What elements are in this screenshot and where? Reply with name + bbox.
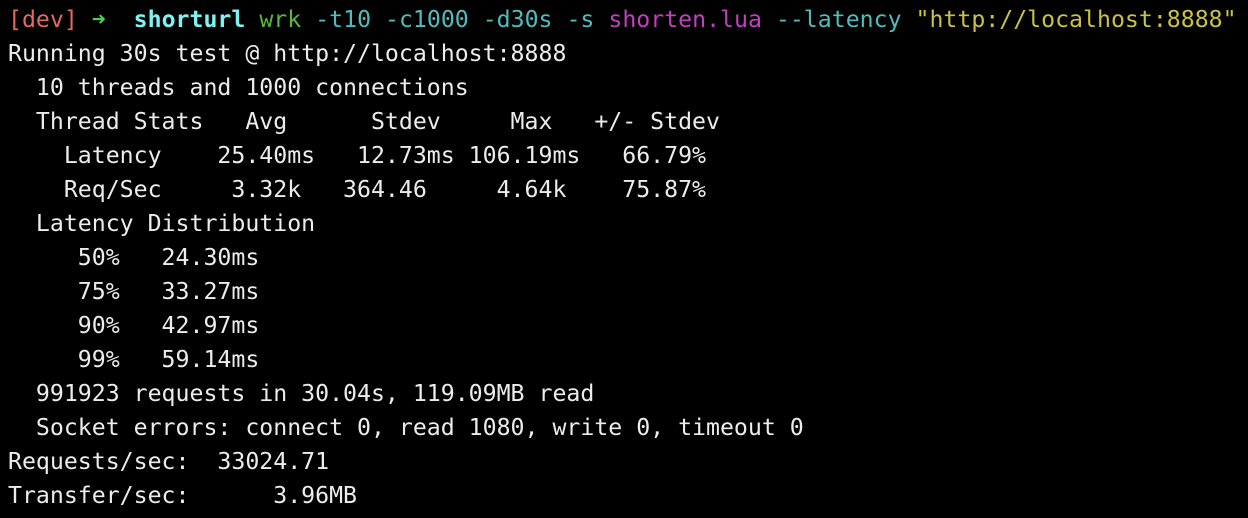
output-line: 90% 42.97ms (8, 312, 260, 339)
command: wrk (259, 6, 302, 33)
output-line: Thread Stats Avg Stdev Max +/- Stdev (8, 108, 720, 135)
output-line: 75% 33.27ms (8, 278, 260, 305)
prompt-arrow-icon: ➜ (91, 6, 106, 33)
env-indicator: [dev] (8, 6, 78, 33)
output-line: Latency Distribution (8, 210, 316, 237)
output-line: 50% 24.30ms (8, 244, 260, 271)
prompt-line: [dev] ➜ shorturl wrk -t10 -c1000 -d30s -… (8, 3, 1237, 37)
output-line: 991923 requests in 30.04s, 119.09MB read (8, 380, 595, 407)
current-directory: shorturl (133, 6, 246, 33)
output-line: Socket errors: connect 0, read 1080, wri… (8, 414, 804, 441)
output-line: 10 threads and 1000 connections (8, 74, 469, 101)
output-line: 99% 59.14ms (8, 346, 260, 373)
output-line: Transfer/sec: 3.96MB (8, 482, 358, 509)
output-line: Req/Sec 3.32k 364.46 4.64k 75.87% (8, 176, 707, 203)
terminal[interactable]: [dev] ➜ shorturl wrk -t10 -c1000 -d30s -… (8, 3, 1237, 513)
output-line: Requests/sec: 33024.71 (8, 448, 330, 475)
command-args: -t10 -c1000 -d30s -s (315, 6, 595, 33)
script-file: shorten.lua (608, 6, 762, 33)
latency-flag: --latency (775, 6, 902, 33)
target-url: "http://localhost:8888" (915, 6, 1237, 33)
output-line: Latency 25.40ms 12.73ms 106.19ms 66.79% (8, 142, 707, 169)
output-line: Running 30s test @ http://localhost:8888 (8, 40, 567, 67)
